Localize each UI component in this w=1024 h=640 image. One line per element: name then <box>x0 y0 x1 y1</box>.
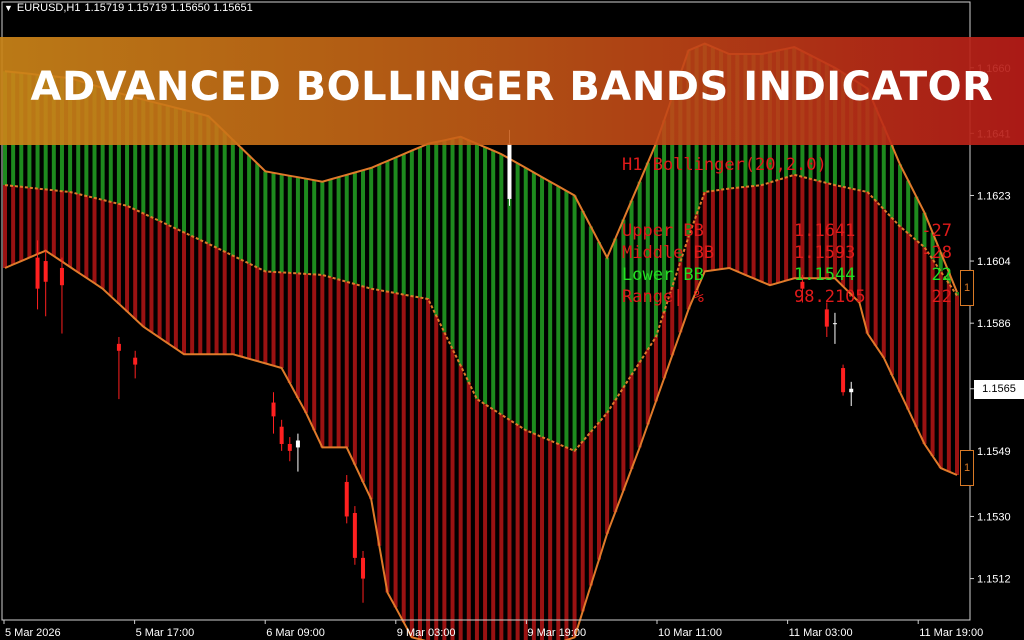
y-tick-label: 1.1623 <box>977 190 1011 202</box>
title-banner <box>0 37 1024 145</box>
band-fill-layer <box>3 43 959 640</box>
banner-title: ADVANCED BOLLINGER BANDS INDICATOR <box>30 64 994 110</box>
info-row-value: 1.1641 <box>794 221 856 241</box>
triangle-down-icon[interactable]: ▼ <box>4 2 13 13</box>
candle-body <box>43 261 48 282</box>
x-tick-label: 10 Mar 11:00 <box>658 627 722 639</box>
current-price-label: 1.1565 <box>974 380 1024 399</box>
y-tick-label: 1.1586 <box>977 318 1011 330</box>
info-row-value: 98.2105 <box>794 287 866 307</box>
candle-body <box>507 143 512 199</box>
bollinger-info-panel: H1 Bollinger(20,2.0) Upper BB 1.1641 -27 Mi… <box>622 110 952 330</box>
y-tick-label: 1.1604 <box>977 256 1011 268</box>
candle-body <box>295 440 300 448</box>
info-row-value: 1.1593 <box>794 243 856 263</box>
candle-body <box>824 309 829 327</box>
right-band-marker-lower: 1 <box>960 450 974 486</box>
info-row: Lower BB 1.1544 22 <box>622 264 952 286</box>
x-tick-label: 9 Mar 19:00 <box>527 627 586 639</box>
info-row-bars: -28 <box>921 243 952 263</box>
x-tick-label: 5 Mar 2026 <box>5 627 61 639</box>
info-row-name: Upper BB <box>622 221 704 241</box>
info-row: Upper BB 1.1641 -27 <box>622 220 952 242</box>
candle-body <box>361 557 366 579</box>
ohlc-readout: 1.15719 1.15719 1.15650 1.15651 <box>84 1 253 14</box>
info-row-name: Range| % <box>622 287 704 307</box>
x-tick-label: 11 Mar 03:00 <box>789 627 853 639</box>
candle-body <box>35 257 40 289</box>
info-row-value: 1.1544 <box>794 265 856 285</box>
info-row-name: Lower BB <box>622 265 704 285</box>
info-row-name: Middle BB <box>622 243 715 263</box>
info-title: H1 Bollinger(20,2.0) <box>622 155 827 175</box>
lower-band-line <box>4 249 958 640</box>
x-tick-label: 6 Mar 09:00 <box>266 627 325 639</box>
candle-body <box>800 281 805 289</box>
symbol-label: EURUSD,H1 <box>16 1 81 14</box>
y-tick-label: 1.1530 <box>977 511 1011 523</box>
candle-body <box>279 426 284 444</box>
x-tick-label: 9 Mar 03:00 <box>397 627 456 639</box>
x-tick-label: 11 Mar 19:00 <box>919 627 983 639</box>
plot-frame <box>1 1 971 621</box>
candle-body <box>849 388 854 393</box>
info-row-bars: 22 <box>931 265 952 285</box>
candle-body <box>287 443 292 451</box>
right-band-marker-upper: 1 <box>960 270 974 306</box>
candle-body <box>271 402 276 417</box>
y-tick-label: 1.1512 <box>977 574 1011 586</box>
candle-body <box>344 481 349 517</box>
info-row-bars: 22 <box>931 287 952 307</box>
x-tick-label: 5 Mar 17:00 <box>136 627 195 639</box>
info-row-bars: -27 <box>921 221 952 241</box>
candle-body <box>59 267 64 286</box>
candle-body <box>841 368 846 393</box>
candle-body <box>832 323 837 325</box>
candle-body <box>352 513 357 558</box>
info-row: Range| % 98.2105 22 <box>622 286 952 308</box>
y-tick-label: 1.1549 <box>977 446 1011 458</box>
candle-body <box>116 343 121 351</box>
symbol-header: ▼ EURUSD,H1 1.15719 1.15719 1.15650 1.15… <box>4 0 253 15</box>
info-row: Middle BB 1.1593 -28 <box>622 242 952 264</box>
candle-body <box>133 357 138 365</box>
